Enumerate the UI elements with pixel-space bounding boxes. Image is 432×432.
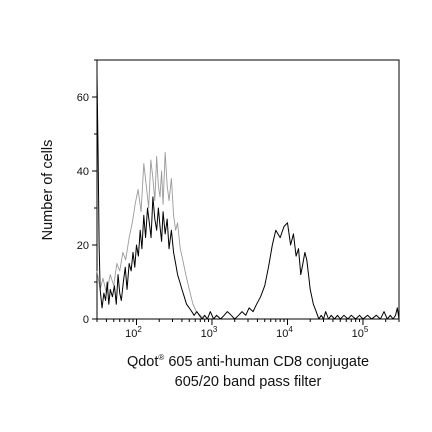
x-axis-title-line1: Qdot® 605 anti-human CD8 conjugate bbox=[127, 353, 369, 370]
y-tick-label: 60 bbox=[77, 92, 89, 104]
series-line-1 bbox=[96, 152, 205, 320]
x-tick-label: 103 bbox=[201, 325, 218, 340]
y-tick-label: 20 bbox=[77, 240, 89, 252]
x-tick-label: 102 bbox=[125, 325, 142, 340]
x-axis-title-line2: 605/20 band pass filter bbox=[175, 374, 322, 390]
x-tick-label: 105 bbox=[352, 325, 369, 340]
y-tick-label: 40 bbox=[77, 166, 89, 178]
x-tick-label: 104 bbox=[276, 325, 293, 340]
axis-ticks: 0 20 40 60 102 103 104 105 bbox=[77, 59, 400, 340]
x-axis-title-suffix: 605 anti-human CD8 conjugate bbox=[164, 354, 369, 370]
x-axis-title-prefix: Qdot bbox=[127, 354, 158, 370]
series-layer bbox=[96, 74, 400, 320]
y-axis-title: Number of cells bbox=[40, 140, 56, 241]
x-axis-title-registered-mark: ® bbox=[158, 353, 164, 362]
series-line-2 bbox=[96, 74, 400, 320]
y-tick-label: 0 bbox=[83, 314, 89, 326]
